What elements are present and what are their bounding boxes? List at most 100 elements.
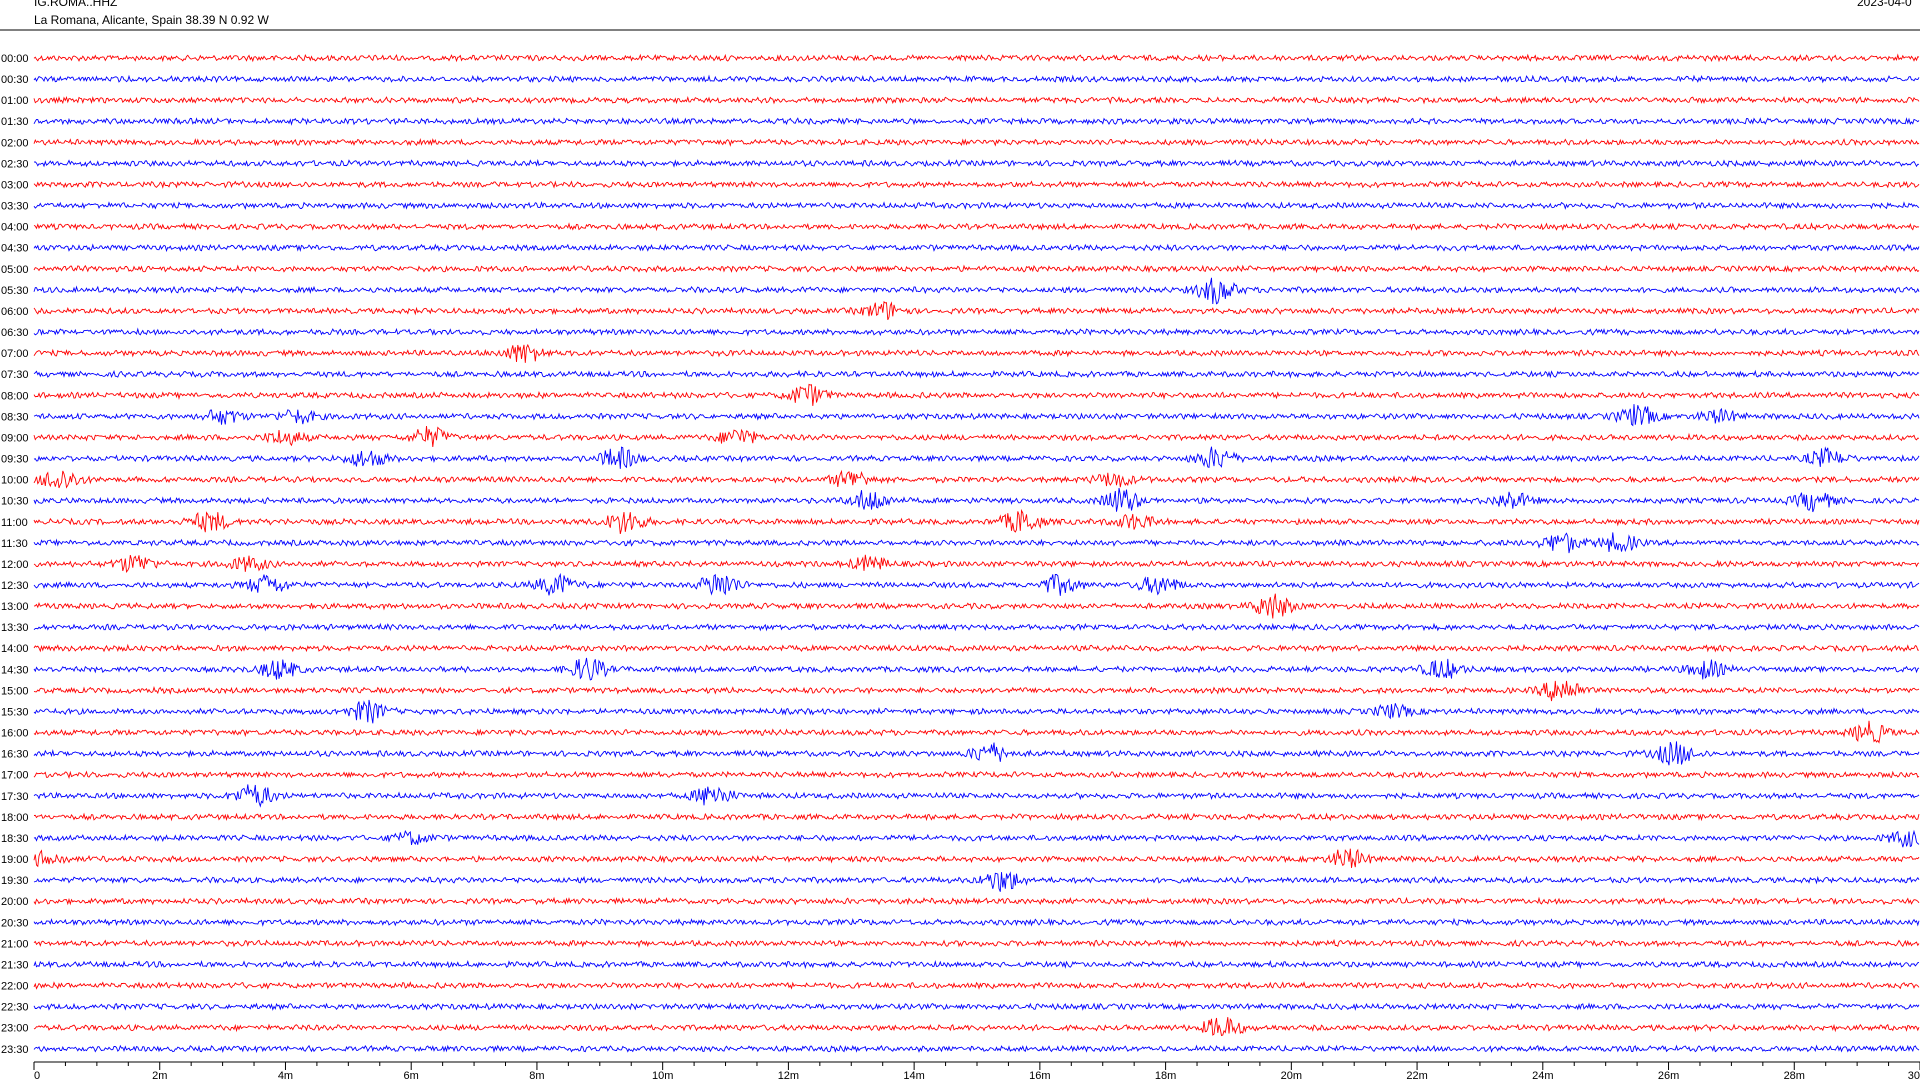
row-label: 14:30 (1, 664, 29, 676)
row-label: 11:00 (1, 517, 28, 529)
row-label: 02:00 (1, 137, 29, 149)
row-label: 06:00 (1, 306, 29, 318)
trace-row-0430 (33, 243, 1920, 253)
trace-row-0630 (33, 327, 1920, 337)
row-label: 08:30 (1, 411, 29, 423)
trace-row-0100 (33, 95, 1920, 105)
row-label: 20:00 (1, 896, 29, 908)
row-label: 09:30 (1, 454, 29, 466)
row-label: 21:30 (1, 959, 29, 971)
x-tick-label: 26m (1658, 1070, 1679, 1080)
row-label: 18:00 (1, 812, 29, 824)
trace-row-1730 (33, 784, 1920, 808)
x-tick-label: 18m (1155, 1070, 1176, 1080)
trace-row-0300 (33, 180, 1920, 189)
row-label-group: 00:00 00:30 01:00 01:30 02:00 02:30 03:00 03:30… (1, 53, 29, 1056)
trace-row-1030 (33, 487, 1920, 513)
row-label: 05:00 (1, 264, 29, 276)
trace-row-1100 (33, 508, 1920, 535)
row-label: 19:30 (1, 875, 29, 887)
trace-row-0400 (33, 222, 1920, 232)
row-label: 03:30 (1, 201, 29, 213)
trace-row-1400 (33, 643, 1920, 653)
trace-row-0230 (33, 158, 1919, 168)
row-label: 17:30 (1, 791, 29, 803)
row-label: 11:30 (1, 538, 28, 550)
row-label: 17:00 (1, 770, 29, 782)
x-tick-label: 10m (652, 1070, 673, 1080)
x-tick-label: 20m (1281, 1070, 1302, 1080)
row-label: 05:30 (1, 285, 29, 297)
row-label: 22:00 (1, 981, 29, 993)
x-tick-label: 14m (903, 1070, 924, 1080)
row-label: 12:00 (1, 559, 29, 571)
x-tick-label: 0 (34, 1070, 40, 1080)
row-label: 15:00 (1, 685, 29, 697)
row-label: 16:00 (1, 728, 29, 740)
x-tick-label: 2m (152, 1070, 167, 1080)
trace-row-1000 (33, 469, 1920, 489)
x-tick-label: 16m (1029, 1070, 1050, 1080)
trace-row-0000 (33, 53, 1920, 63)
trace-row-0700 (33, 343, 1920, 363)
row-label: 00:00 (1, 53, 29, 65)
x-axis: 0 2m 4m 6m 8m 10m 12m 14m 16m 18m 20m 22m 24m 26m 28m 3… (33, 1061, 1920, 1080)
station-code: IG.ROMA..HHZ (34, 0, 118, 9)
trace-row-0930 (33, 446, 1920, 469)
record-date: 2023-04-0 (1857, 0, 1912, 9)
trace-row-0600 (33, 301, 1920, 320)
x-tick-label: 28m (1784, 1070, 1805, 1080)
row-label: 03:00 (1, 179, 29, 191)
row-label: 21:00 (1, 938, 29, 950)
row-label: 00:30 (1, 74, 29, 86)
trace-row-1500 (33, 680, 1920, 702)
trace-row-2130 (33, 959, 1920, 970)
trace-row-1430 (33, 657, 1920, 681)
trace-row-0900 (33, 425, 1920, 448)
trace-row-2200 (33, 981, 1920, 991)
station-location: La Romana, Alicante, Spain 38.39 N 0.92 … (34, 13, 269, 27)
trace-row-1600 (33, 720, 1920, 744)
trace-row-1830 (33, 829, 1920, 848)
row-label: 06:30 (1, 327, 29, 339)
row-label: 09:00 (1, 432, 29, 444)
row-label: 04:30 (1, 243, 29, 255)
trace-row-0730 (33, 369, 1920, 379)
trace-row-1300 (33, 593, 1920, 619)
trace-row-1630 (33, 741, 1920, 766)
trace-row-0800 (33, 383, 1920, 406)
x-tick-label: 30 (1908, 1070, 1920, 1080)
trace-row-1700 (33, 770, 1920, 780)
trace-row-1130 (33, 532, 1920, 554)
row-label: 01:30 (1, 116, 29, 128)
trace-row-1900 (33, 848, 1920, 868)
trace-row-2000 (33, 896, 1920, 906)
trace-row-2030 (33, 917, 1920, 927)
row-label: 19:00 (1, 854, 29, 866)
trace-row-0530 (33, 277, 1920, 305)
trace-row-2330 (33, 1044, 1920, 1054)
x-tick-label: 24m (1532, 1070, 1553, 1080)
x-tick-label: 12m (778, 1070, 799, 1080)
trace-row-1930 (33, 871, 1920, 892)
row-label: 14:00 (1, 643, 29, 655)
row-label: 08:00 (1, 390, 29, 402)
row-label: 13:00 (1, 601, 29, 613)
trace-row-1530 (33, 699, 1920, 724)
row-label: 15:30 (1, 706, 29, 718)
x-tick-label: 22m (1406, 1070, 1427, 1080)
trace-row-0330 (33, 201, 1920, 210)
row-label: 02:30 (1, 158, 29, 170)
row-label: 01:00 (1, 95, 29, 107)
trace-row-1200 (33, 554, 1920, 574)
row-label: 04:00 (1, 222, 29, 234)
trace-row-2100 (33, 938, 1920, 949)
row-label: 23:30 (1, 1044, 29, 1056)
x-tick-label: 4m (278, 1070, 293, 1080)
trace-row-0130 (33, 117, 1920, 126)
row-label: 10:30 (1, 496, 29, 508)
trace-row-1330 (33, 622, 1920, 632)
trace-row-1800 (33, 812, 1920, 822)
trace-row-0200 (33, 137, 1920, 147)
